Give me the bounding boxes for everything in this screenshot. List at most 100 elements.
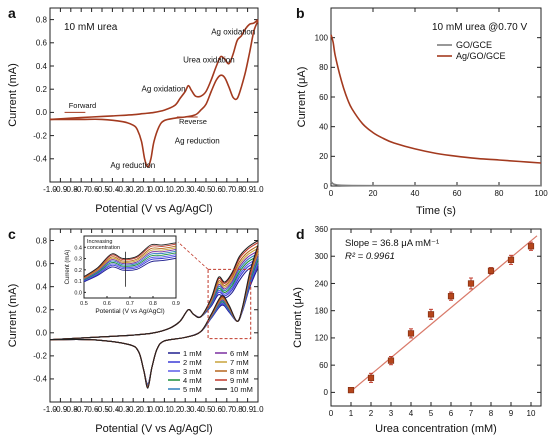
legend-label: 9 mM	[230, 376, 249, 385]
y-axis-label: Current (μA)	[292, 287, 304, 348]
data-point	[487, 267, 495, 274]
reverse-scan-line	[50, 20, 259, 168]
inset-y-tick-label: 0.2	[74, 268, 82, 274]
panel-c: c-1.0-0.9-0.8-0.7-0.6-0.5-0.4-0.3-0.2-0.…	[7, 226, 264, 435]
inset-line-2mM	[83, 255, 177, 282]
y-axis-label: Current (mA)	[7, 63, 19, 127]
y-tick-label: 0	[324, 182, 329, 191]
data-point	[387, 357, 395, 364]
x-tick-label: 1	[349, 409, 354, 418]
y-axis-label: Current (mA)	[7, 284, 19, 348]
y-tick-label: 0.6	[36, 39, 48, 48]
y-tick-label: 0.4	[36, 62, 48, 71]
annotation-ag-oxidation-1: Ag oxidation	[142, 85, 186, 94]
x-tick-label: -0.8	[64, 185, 78, 194]
y-tick-label: 60	[319, 361, 328, 370]
y-tick-label: 180	[315, 306, 329, 315]
annotation-reverse: Reverse	[179, 117, 207, 126]
x-tick-label: -0.1	[137, 405, 151, 414]
x-axis-label: Urea concentration (mM)	[375, 423, 497, 435]
x-tick-label: 0.5	[200, 185, 212, 194]
x-tick-label: -1.0	[43, 185, 57, 194]
x-tick-label: 40	[411, 189, 420, 198]
inset-x-tick-label: 0.7	[126, 301, 134, 307]
cv-reverse-10mM	[49, 244, 259, 389]
y-tick-label: 0.0	[36, 108, 48, 117]
data-point	[427, 311, 435, 318]
data-point	[507, 256, 515, 263]
x-tick-label: 0.1	[159, 405, 171, 414]
x-tick-label: 0.6	[211, 405, 223, 414]
series-line-1	[330, 180, 541, 187]
y-tick-label: 0.2	[36, 306, 48, 315]
y-tick-label: 120	[315, 334, 329, 343]
x-tick-label: -0.2	[126, 185, 140, 194]
panel-b: b 0 20 40 60 80 100 0 20 40 60 80 100 Time (s) Current…	[296, 5, 548, 217]
plot-frame	[330, 228, 542, 407]
legend-label: 7 mM	[230, 358, 249, 367]
x-tick-label: 5	[429, 409, 434, 418]
inset-x-axis-label: Potential (V vs Ag/AgCl)	[95, 308, 164, 315]
data-point	[347, 387, 355, 394]
y-tick-label: 40	[319, 122, 328, 131]
inset-x-tick-label: 0.5	[80, 301, 88, 307]
y-tick-label: 80	[319, 63, 328, 72]
y-tick-label: 0.6	[36, 259, 48, 268]
panel-label: a	[8, 5, 16, 21]
x-tick-label: -0.2	[126, 405, 140, 414]
inset-line-7mM	[83, 247, 177, 279]
plot-frame	[330, 7, 542, 187]
x-tick-label: 0.7	[221, 185, 233, 194]
y-tick-label: 300	[315, 252, 329, 261]
x-tick-label: 1.0	[252, 405, 264, 414]
x-axis-label: Potential (V vs Ag/AgCl)	[95, 203, 212, 215]
panel-label: d	[296, 226, 305, 242]
x-tick-label: 0.9	[242, 185, 254, 194]
inset-y-tick-label: 0.1	[74, 279, 82, 285]
annotation-r2: R² = 0.9961	[345, 251, 395, 262]
series-line-2	[330, 34, 542, 164]
annotation-title: 10 mM urea	[64, 22, 118, 33]
y-tick-label: 100	[315, 33, 329, 42]
x-tick-label: 10	[527, 409, 536, 418]
x-tick-label: 0.2	[169, 405, 181, 414]
inset-line-10mM	[83, 242, 177, 277]
x-tick-label: -0.3	[116, 405, 130, 414]
cv-forward-10mM	[49, 240, 259, 341]
x-axis-label: Potential (V vs Ag/AgCl)	[95, 423, 212, 435]
data-point	[467, 280, 475, 287]
y-tick-label: 0.0	[36, 329, 48, 338]
legend-label: 6 mM	[230, 349, 249, 358]
inset-line-1mM	[83, 257, 177, 283]
x-tick-label: 0.3	[180, 185, 192, 194]
annotation-slope: Slope = 36.8 μA mM⁻¹	[345, 238, 439, 249]
x-tick-label: 0.6	[211, 185, 223, 194]
x-tick-label: -0.6	[85, 405, 99, 414]
x-tick-label: 0.2	[169, 185, 181, 194]
annotation-urea-oxidation: Urea oxidation	[183, 56, 235, 65]
x-tick-label: -0.6	[85, 185, 99, 194]
x-tick-label: -0.9	[54, 405, 68, 414]
inset-line-6mM	[83, 249, 177, 280]
x-tick-label: -0.3	[116, 185, 130, 194]
inset-x-tick-label: 0.9	[172, 301, 180, 307]
data-point	[407, 330, 415, 337]
inset-line-3mM	[83, 254, 177, 281]
x-tick-label: 20	[369, 189, 378, 198]
x-tick-label: 0.8	[232, 405, 244, 414]
x-tick-label: -0.5	[95, 185, 109, 194]
x-tick-label: -0.7	[74, 185, 88, 194]
x-tick-label: -0.7	[74, 405, 88, 414]
inset-line-5mM	[83, 250, 177, 280]
x-tick-label: 4	[409, 409, 414, 418]
y-tick-label: 0.2	[36, 85, 48, 94]
y-tick-label: -0.4	[33, 155, 47, 164]
fit-line	[348, 235, 538, 394]
legend-label: 8 mM	[230, 367, 249, 376]
x-tick-label: 0.5	[200, 405, 212, 414]
panel-a: a-1.0-0.9-0.8-0.7-0.6-0.5-0.4-0.3-0.2-0.…	[7, 5, 264, 215]
legend-label: 10 mM	[230, 385, 253, 394]
y-axis-label: Current (μA)	[296, 67, 308, 128]
y-tick-label: 60	[319, 93, 328, 102]
